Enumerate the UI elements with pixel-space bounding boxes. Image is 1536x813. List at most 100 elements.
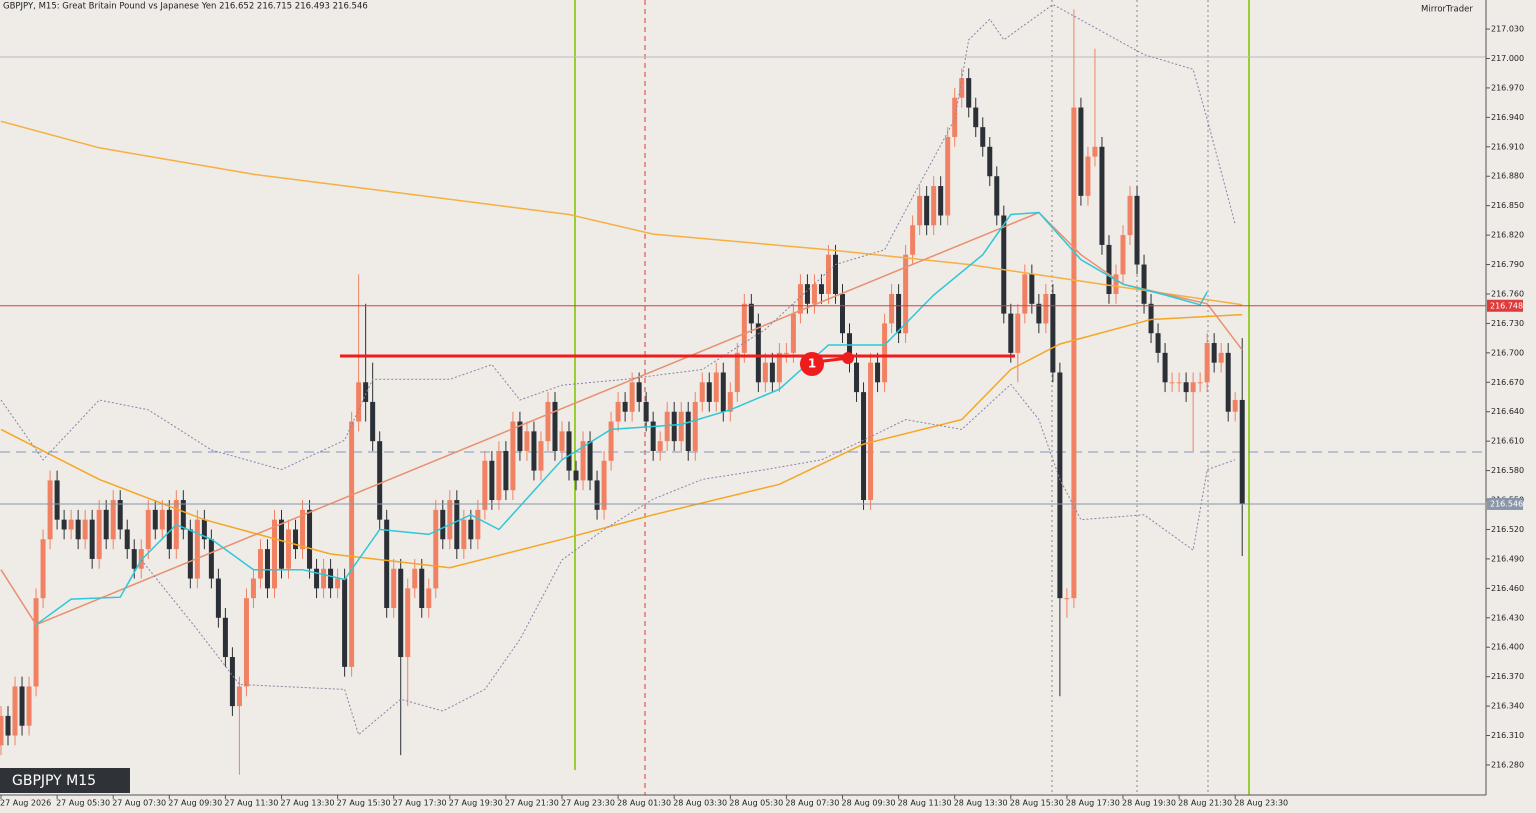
candle-body [601, 460, 607, 510]
candle-body [412, 568, 418, 589]
candle-body [678, 411, 684, 442]
candle-body [1218, 352, 1224, 363]
candle-body [215, 578, 221, 618]
candle-body [994, 176, 1000, 216]
candle-body [1134, 195, 1140, 265]
candle-body [643, 401, 649, 422]
candle-body [1148, 303, 1154, 334]
x-tick-label: 27 Aug 2026 [0, 799, 51, 808]
x-tick-label: 27 Aug 11:30 [224, 799, 278, 808]
candle-body [790, 313, 796, 353]
y-tick-label: 216.940 [1491, 113, 1524, 122]
x-tick-label: 27 Aug 07:30 [112, 799, 166, 808]
candle-body [96, 509, 102, 559]
candle-body [622, 401, 628, 412]
candles [0, 9, 1245, 775]
price-axis-bg [1486, 0, 1536, 795]
candle-body [82, 519, 88, 540]
candle-body [243, 598, 249, 687]
candle-body [117, 500, 123, 530]
indicator-line [0, 313, 1243, 569]
candle-body [980, 127, 986, 147]
candle-body [1141, 264, 1147, 304]
y-tick-label: 217.030 [1491, 25, 1524, 34]
indicator-line [0, 3, 1236, 471]
y-tick-label: 216.370 [1491, 672, 1524, 681]
price-label: 216.748 [1490, 301, 1523, 310]
candle-body [279, 519, 284, 569]
candle-body [783, 352, 789, 354]
candle-body [1092, 146, 1098, 157]
candle-body [657, 441, 663, 451]
candle-body [910, 225, 916, 255]
candle-body [1099, 146, 1105, 245]
candle-body [447, 500, 453, 540]
candle-body [194, 519, 200, 579]
candle-body [1050, 293, 1056, 373]
candle-body [524, 431, 530, 451]
x-tick-label: 28 Aug 17:30 [1066, 799, 1120, 808]
candle-body [440, 509, 446, 540]
x-tick-label: 28 Aug 15:30 [1010, 799, 1064, 808]
candle-body [40, 539, 46, 599]
candle-body [1232, 399, 1238, 412]
candle-body [19, 686, 25, 726]
candle-body [482, 460, 488, 510]
candle-body [1113, 274, 1119, 294]
candle-body [335, 578, 341, 589]
candle-body [1064, 598, 1070, 600]
y-tick-label: 216.910 [1491, 142, 1524, 151]
y-tick-label: 216.760 [1491, 289, 1524, 298]
candle-body [461, 519, 467, 550]
candle-body [559, 431, 565, 451]
y-tick-label: 216.340 [1491, 702, 1524, 711]
candle-body [1078, 107, 1084, 196]
candle-body [250, 578, 256, 599]
x-tick-label: 27 Aug 17:30 [393, 799, 447, 808]
y-tick-label: 216.850 [1491, 201, 1524, 210]
candle-body [882, 323, 888, 383]
symbol-label: GBPJPY M15 [12, 773, 96, 789]
x-tick-label: 27 Aug 15:30 [337, 799, 391, 808]
candle-body [896, 293, 902, 334]
candle-body [1120, 235, 1126, 275]
symbol-box [0, 768, 130, 793]
candle-body [720, 372, 726, 412]
candle-body [1001, 215, 1007, 314]
candle-body [61, 519, 67, 530]
candle-body [1239, 399, 1245, 504]
marker [800, 352, 824, 376]
y-tick-label: 216.730 [1491, 319, 1524, 328]
candle-body [966, 78, 972, 108]
candle-body [566, 431, 572, 471]
candle-body [903, 254, 909, 334]
candle-body [797, 284, 803, 314]
candle-body [496, 450, 502, 501]
x-tick-label: 28 Aug 11:30 [898, 799, 952, 808]
candle-body [370, 401, 376, 442]
y-tick-label: 216.580 [1491, 466, 1524, 475]
candle-body [861, 392, 867, 501]
candle-body [931, 186, 937, 226]
candle-body [825, 254, 831, 294]
candle-body [166, 509, 172, 550]
candle-body [1169, 382, 1175, 384]
overlay: 1 [340, 352, 1015, 376]
candle-body [145, 509, 151, 550]
y-tick-label: 216.520 [1491, 525, 1524, 534]
candle-body [671, 411, 677, 442]
candle-body [384, 519, 390, 608]
candle-body [264, 549, 270, 589]
price-label-bg [1487, 497, 1523, 510]
candle-body [636, 382, 642, 402]
candle-body [727, 392, 733, 412]
candle-body [840, 293, 845, 334]
candle-body [208, 539, 214, 579]
layout [0, 0, 1486, 795]
candle-body [89, 519, 95, 559]
marker-label: 1 [808, 357, 816, 371]
price-label: 216.546 [1490, 499, 1523, 508]
candle-body [868, 362, 874, 501]
y-tick-label: 216.280 [1491, 760, 1524, 769]
